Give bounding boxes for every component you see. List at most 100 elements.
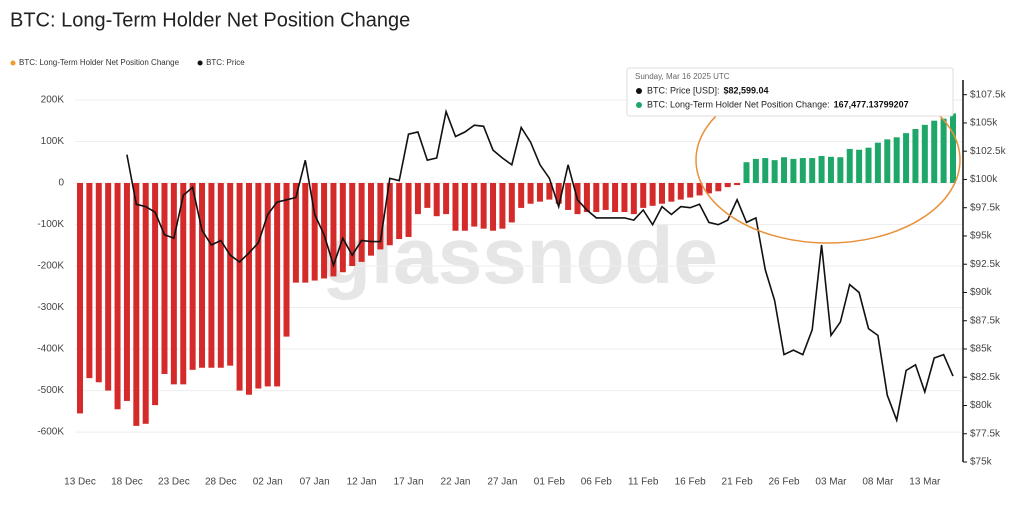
bar <box>499 182 506 229</box>
price-line <box>126 108 954 424</box>
bar <box>152 182 159 406</box>
y2-tick-label: $95k <box>970 231 993 242</box>
bar <box>405 182 412 237</box>
tooltip-value: 167,477.13799207 <box>834 99 909 109</box>
bar <box>236 182 243 391</box>
bar <box>86 182 93 379</box>
bar <box>245 182 252 395</box>
bar <box>518 182 525 208</box>
x-tick-label: 08 Mar <box>862 477 894 488</box>
y2-tick-label: $97.5k <box>970 202 1001 213</box>
bar <box>846 148 853 183</box>
bar <box>659 182 665 204</box>
y-tick-label: -400K <box>37 344 64 355</box>
bar <box>452 182 459 231</box>
bar <box>414 182 421 215</box>
x-tick-label: 01 Feb <box>534 477 566 488</box>
bar <box>227 182 234 366</box>
bar <box>105 182 112 391</box>
bar <box>602 182 609 210</box>
bar <box>142 182 149 424</box>
bar <box>424 182 431 208</box>
x-tick-label: 21 Feb <box>722 477 754 488</box>
x-tick-label: 12 Jan <box>347 477 377 488</box>
bar <box>687 182 694 198</box>
bar <box>461 182 468 231</box>
bar <box>743 162 750 183</box>
bar <box>274 182 281 387</box>
x-tick-label: 23 Dec <box>158 477 190 488</box>
bar <box>630 182 637 215</box>
x-tick-label: 07 Jan <box>300 477 330 488</box>
y-tick-label: -600K <box>37 427 64 438</box>
bar <box>762 158 769 183</box>
x-tick-label: 06 Feb <box>581 477 613 488</box>
bar <box>199 182 206 368</box>
bar <box>264 182 271 387</box>
bar <box>893 137 900 183</box>
bar <box>809 158 816 183</box>
y-tick-label: -300K <box>37 302 64 313</box>
bar <box>133 182 140 426</box>
bar <box>734 182 741 186</box>
x-tick-label: 03 Mar <box>815 477 847 488</box>
x-tick-label: 17 Jan <box>394 477 424 488</box>
bar <box>715 182 722 192</box>
bar <box>339 182 346 273</box>
bar <box>827 156 834 183</box>
bar <box>950 113 956 183</box>
chart-title: BTC: Long-Term Holder Net Position Chang… <box>10 9 410 31</box>
x-tick-label: 02 Jan <box>253 477 283 488</box>
x-tick-label: 13 Mar <box>909 477 941 488</box>
tooltip-label: BTC: Price [USD]: <box>647 85 720 95</box>
bar <box>189 182 196 370</box>
bar <box>799 158 806 183</box>
bar <box>903 133 910 183</box>
bar <box>330 182 337 277</box>
bar <box>583 182 590 213</box>
bar <box>649 182 656 206</box>
bar <box>471 182 478 227</box>
bar <box>837 157 844 183</box>
y2-tick-label: $107.5k <box>970 89 1007 100</box>
bar <box>705 182 712 194</box>
bar <box>640 182 647 208</box>
y2-tick-label: $92.5k <box>970 259 1001 270</box>
legend-marker <box>10 60 16 66</box>
bar <box>480 182 487 229</box>
bar <box>527 182 534 204</box>
bar <box>95 182 102 383</box>
x-tick-label: 13 Dec <box>64 477 96 488</box>
tooltip-marker <box>636 102 642 108</box>
y2-tick-label: $102.5k <box>970 146 1007 157</box>
y2-tick-label: $87.5k <box>970 315 1001 326</box>
bar <box>771 160 778 183</box>
y-tick-label: -200K <box>37 261 64 272</box>
bar <box>386 182 393 246</box>
bar <box>752 158 759 183</box>
y-tick-label: -100K <box>37 219 64 230</box>
legend-label: BTC: Price <box>206 58 245 67</box>
x-tick-label: 18 Dec <box>111 477 143 488</box>
bar <box>77 182 83 414</box>
x-tick-label: 22 Jan <box>440 477 470 488</box>
bar <box>818 155 825 183</box>
bar <box>677 182 684 200</box>
bar <box>546 182 553 200</box>
y2-tick-label: $80k <box>970 400 993 411</box>
bar <box>377 182 384 250</box>
bar <box>856 149 863 183</box>
bar <box>508 182 515 223</box>
bar <box>433 182 440 217</box>
bar <box>912 128 919 183</box>
bar <box>921 124 928 183</box>
bar <box>790 158 797 183</box>
y2-tick-label: $82.5k <box>970 372 1001 383</box>
bar <box>349 182 356 267</box>
bar <box>865 147 872 183</box>
bar <box>565 182 572 210</box>
bar <box>217 182 224 368</box>
bar <box>781 157 788 183</box>
bar <box>696 182 703 196</box>
bar <box>180 182 187 385</box>
